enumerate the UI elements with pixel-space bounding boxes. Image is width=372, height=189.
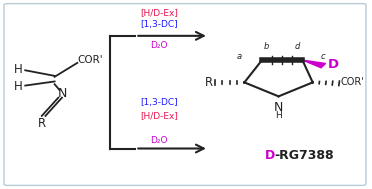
Text: R: R	[38, 117, 46, 130]
Text: [H/D-Ex]: [H/D-Ex]	[140, 8, 178, 17]
Text: [H/D-Ex]: [H/D-Ex]	[140, 111, 178, 120]
Text: D₂O: D₂O	[151, 41, 168, 50]
Text: D: D	[328, 58, 339, 71]
Text: N: N	[274, 101, 283, 114]
Text: H: H	[13, 80, 22, 93]
Text: c: c	[320, 52, 325, 61]
Text: a: a	[237, 52, 242, 61]
Text: -RG7388: -RG7388	[275, 149, 334, 162]
Text: D: D	[264, 149, 275, 162]
Text: d: d	[294, 42, 299, 51]
Text: b: b	[264, 42, 269, 51]
Text: N: N	[57, 87, 67, 100]
Polygon shape	[302, 60, 326, 68]
Text: R: R	[205, 76, 213, 89]
Text: H: H	[275, 111, 282, 120]
Text: [1,3-DC]: [1,3-DC]	[140, 98, 178, 107]
Text: COR': COR'	[341, 77, 365, 87]
Text: H: H	[13, 63, 22, 76]
Text: D₂O: D₂O	[151, 136, 168, 145]
Text: COR': COR'	[78, 55, 103, 65]
Text: [1,3-DC]: [1,3-DC]	[140, 20, 178, 29]
